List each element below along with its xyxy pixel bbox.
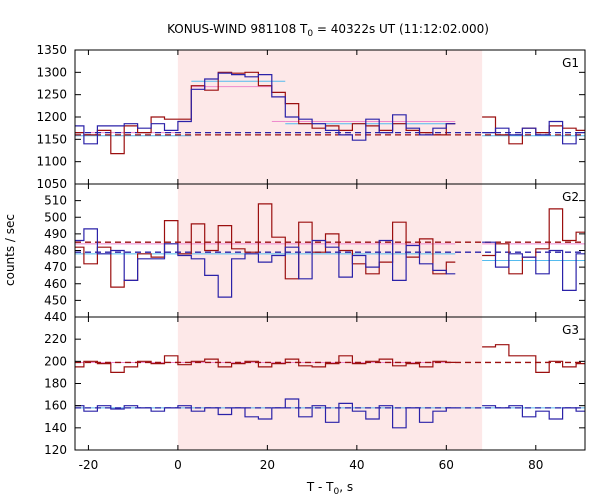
x-axis-label-main: T - T <box>306 480 334 494</box>
panel-name: G2 <box>562 190 579 204</box>
y-tick-label: 1200 <box>36 110 67 124</box>
x-tick-label: 40 <box>349 458 364 472</box>
y-tick-label: 500 <box>44 210 67 224</box>
y-tick-label: 1050 <box>36 177 67 191</box>
panel-name: G1 <box>562 56 579 70</box>
x-tick-label: -20 <box>79 458 99 472</box>
red-series-after <box>482 116 585 145</box>
y-tick-label: 450 <box>44 293 67 307</box>
panel-name: G3 <box>562 323 579 337</box>
y-tick-label: 220 <box>44 332 67 346</box>
panel-g3: 120 140 160 180 200 220 G3 <box>44 316 586 457</box>
y-tick-label: 180 <box>44 377 67 391</box>
y-tick-label: 200 <box>44 354 67 368</box>
y-tick-label: 510 <box>44 194 67 208</box>
y-tick-label: 140 <box>44 421 67 435</box>
x-axis-label-rest: , s <box>339 480 353 494</box>
y-axis-label: counts / sec <box>3 214 17 286</box>
blue-series-after <box>482 241 585 291</box>
blue-series <box>75 72 456 145</box>
red-series <box>75 355 456 373</box>
y-tick-label: 1250 <box>36 88 67 102</box>
chart-title-main: KONUS-WIND 981108 T <box>167 22 308 36</box>
panel-g1: 1050 1100 1150 1200 1250 1300 1350 G1 <box>36 43 586 191</box>
y-tick-label: 160 <box>44 399 67 413</box>
red-series-after <box>482 344 585 373</box>
x-axis-label: T - T0, s <box>306 480 353 497</box>
x-tick-label: 0 <box>174 458 182 472</box>
chart-title: KONUS-WIND 981108 T0 = 40322s UT (11:12:… <box>167 22 489 39</box>
y-tick-label: 480 <box>44 244 67 258</box>
y-tick-label: 1100 <box>36 155 67 169</box>
y-tick-label: 460 <box>44 277 67 291</box>
blue-series-after <box>482 120 585 145</box>
chart-title-subscript: 0 <box>307 29 313 39</box>
chart-title-rest: = 40322s UT (11:12:02.000) <box>313 22 489 36</box>
y-tick-label: 470 <box>44 260 67 274</box>
red-series-after <box>482 208 585 275</box>
y-tick-label: 1300 <box>36 65 67 79</box>
y-tick-label: 440 <box>44 310 67 324</box>
blue-series-after <box>482 405 585 420</box>
x-tick-label: 20 <box>260 458 275 472</box>
y-tick-label: 1150 <box>36 132 67 146</box>
y-tick-label: 120 <box>44 443 67 457</box>
y-tick-label: 490 <box>44 227 67 241</box>
shaded-interval <box>177 50 483 450</box>
x-tick-label: 60 <box>439 458 454 472</box>
blue-series <box>75 398 456 429</box>
x-axis-label-subscript: 0 <box>334 487 340 497</box>
y-tick-label: 1350 <box>36 43 67 57</box>
panel-g2: 440 450 460 470 480 490 500 510 G2 <box>44 183 586 324</box>
x-tick-label: 80 <box>528 458 543 472</box>
blue-series <box>75 228 456 298</box>
